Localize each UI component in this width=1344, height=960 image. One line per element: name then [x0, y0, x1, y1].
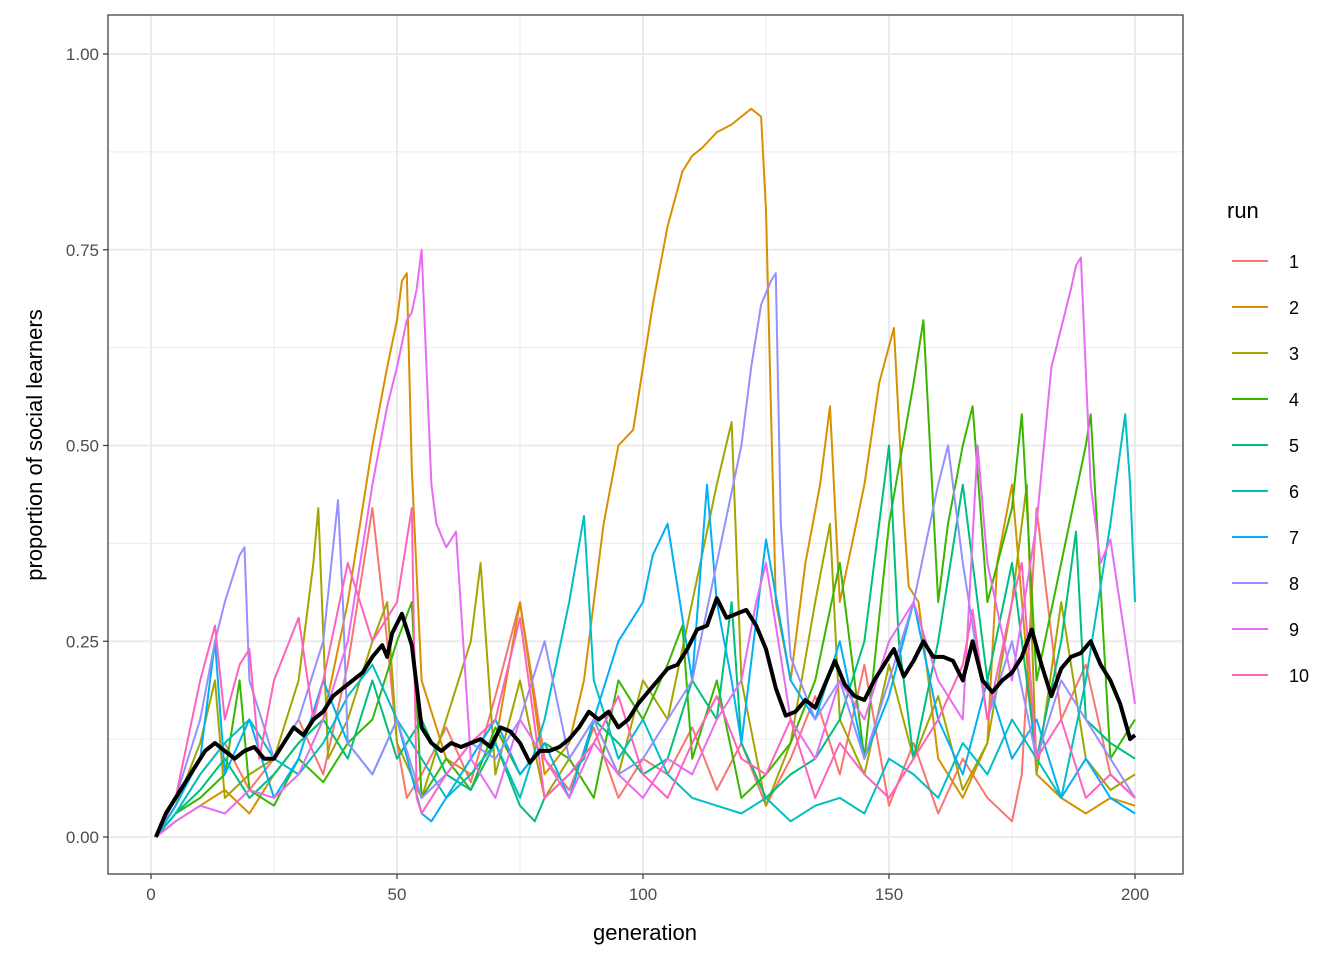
legend-item: 1 [1232, 252, 1299, 272]
x-tick-label: 150 [875, 885, 903, 904]
series-line-run-10 [155, 507, 1136, 838]
legend-item: 10 [1232, 666, 1309, 686]
legend-label: 5 [1289, 436, 1299, 456]
series-lines [154, 107, 1137, 838]
x-axis-title: generation [593, 920, 697, 945]
series-line-run-4 [155, 319, 1136, 838]
y-tick-label: 0.50 [66, 437, 99, 456]
y-tick-label: 0.75 [66, 241, 99, 260]
legend-label: 2 [1289, 298, 1299, 318]
legend: run 1 2 3 4 5 6 7 8 9 10 [1227, 198, 1309, 686]
x-tick-label: 100 [629, 885, 657, 904]
x-tick-label: 0 [146, 885, 155, 904]
y-tick-label: 0.25 [66, 632, 99, 651]
x-tick-label: 200 [1121, 885, 1149, 904]
legend-label: 7 [1289, 528, 1299, 548]
y-tick-label: 1.00 [66, 45, 99, 64]
legend-item: 2 [1232, 298, 1299, 318]
legend-label: 8 [1289, 574, 1299, 594]
legend-label: 10 [1289, 666, 1309, 686]
y-axis-title: proportion of social learners [22, 309, 47, 580]
legend-label: 6 [1289, 482, 1299, 502]
series-line-run-7 [155, 483, 1136, 838]
panel-border [107, 14, 1184, 875]
legend-item: 8 [1232, 574, 1299, 594]
mean-line [154, 596, 1137, 838]
series-line-run-5 [155, 444, 1136, 838]
legend-title: run [1227, 198, 1259, 223]
legend-item: 9 [1232, 620, 1299, 640]
series-line-run-9 [155, 248, 1136, 838]
legend-label: 9 [1289, 620, 1299, 640]
y-tick-label: 0.00 [66, 828, 99, 847]
plot-panel [107, 14, 1184, 875]
legend-items: 1 2 3 4 5 6 7 8 9 10 [1232, 252, 1309, 686]
legend-label: 1 [1289, 252, 1299, 272]
legend-item: 3 [1232, 344, 1299, 364]
y-axis: 0.00 0.25 0.50 0.75 1.00 [66, 45, 108, 847]
legend-item: 5 [1232, 436, 1299, 456]
legend-label: 3 [1289, 344, 1299, 364]
x-axis: 0 50 100 150 200 [146, 874, 1149, 904]
legend-item: 4 [1232, 390, 1299, 410]
legend-label: 4 [1289, 390, 1299, 410]
x-tick-label: 50 [388, 885, 407, 904]
legend-item: 6 [1232, 482, 1299, 502]
legend-item: 7 [1232, 528, 1299, 548]
series-line-run-6 [155, 413, 1136, 838]
